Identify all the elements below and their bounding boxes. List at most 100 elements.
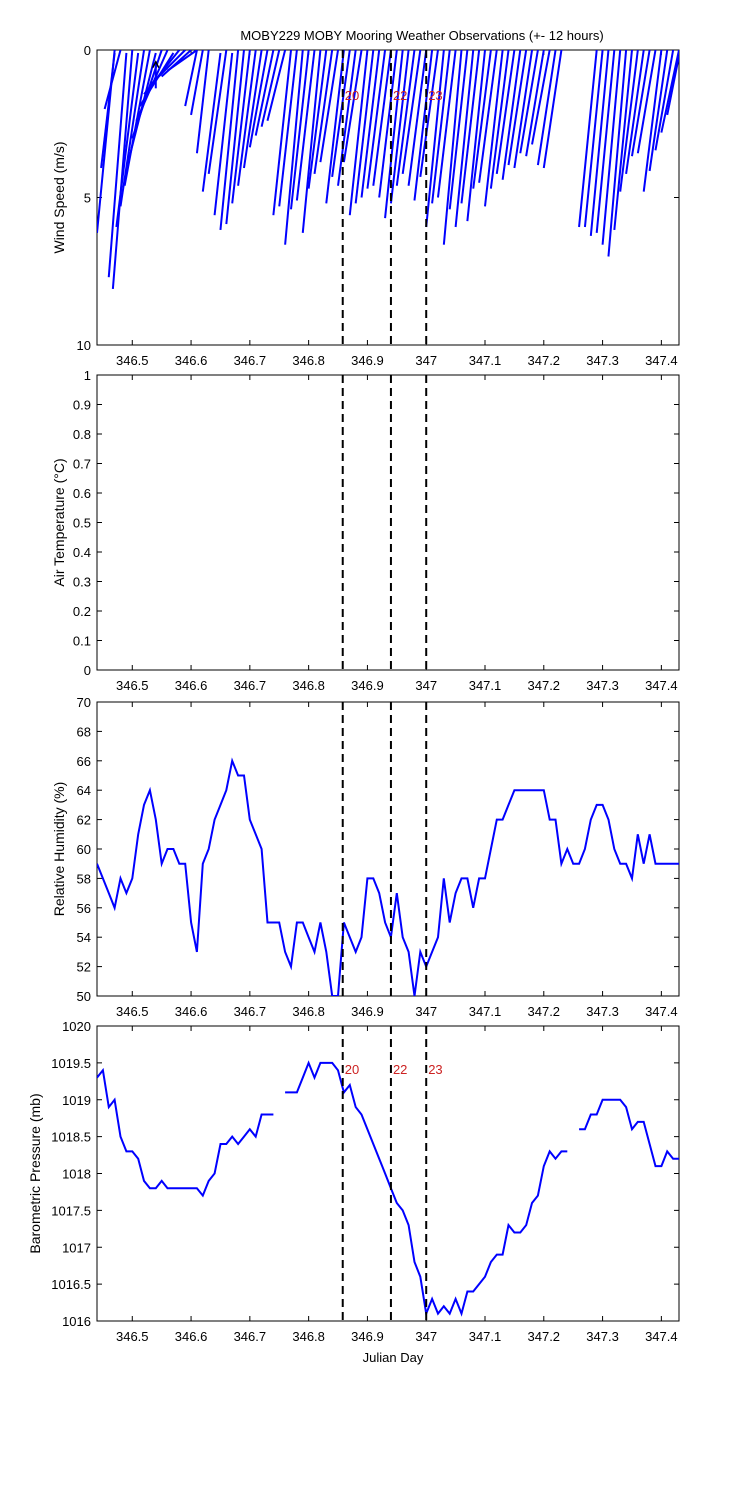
y-tick-label: 1018.5 xyxy=(51,1130,91,1145)
wind-stick xyxy=(654,50,675,151)
x-tick-label: 347.1 xyxy=(469,1004,502,1019)
series-line xyxy=(285,1060,568,1318)
y-tick-label: 1016.5 xyxy=(51,1277,91,1292)
wind-stick xyxy=(225,50,245,225)
plot-area xyxy=(97,1060,679,1318)
wind-stick xyxy=(666,55,679,116)
wind-stick xyxy=(201,52,222,192)
wind-stick xyxy=(219,50,240,231)
x-tick-label: 346.8 xyxy=(292,1329,325,1344)
wind-stick xyxy=(648,50,669,172)
x-tick-label: 346.6 xyxy=(175,1329,208,1344)
y-tick-label: 1 xyxy=(84,368,91,383)
wind-stick xyxy=(619,50,639,192)
x-tick-label: 346.5 xyxy=(116,1004,149,1019)
wind-stick xyxy=(360,50,381,198)
wind-stick xyxy=(278,50,298,207)
wind-stick xyxy=(442,50,463,245)
y-tick-label: 10 xyxy=(77,338,91,353)
wind-stick xyxy=(107,52,128,278)
y-axis-label: Wind Speed (m/s) xyxy=(51,141,67,253)
x-tick-label: 346.5 xyxy=(116,353,149,368)
wind-stick xyxy=(313,50,334,175)
x-tick-label: 346.7 xyxy=(234,1004,267,1019)
y-tick-label: 1018 xyxy=(62,1167,91,1182)
wind-stick xyxy=(401,50,422,175)
series-line xyxy=(579,1098,679,1168)
y-tick-label: 1019.5 xyxy=(51,1056,91,1071)
wind-stick xyxy=(536,50,557,166)
x-tick-label: 346.6 xyxy=(175,353,208,368)
y-tick-label: 1017.5 xyxy=(51,1203,91,1218)
series-line xyxy=(97,757,679,996)
y-tick-label: 70 xyxy=(77,695,91,710)
x-tick-label: 346.6 xyxy=(175,678,208,693)
y-tick-label: 0.4 xyxy=(73,545,91,560)
y-tick-label: 0.1 xyxy=(73,634,91,649)
y-tick-label: 0.6 xyxy=(73,486,91,501)
x-tick-label: 347 xyxy=(415,1004,437,1019)
x-tick-label: 346.9 xyxy=(351,353,384,368)
x-tick-label: 346.9 xyxy=(351,678,384,693)
x-tick-label: 347.2 xyxy=(528,353,561,368)
y-tick-label: 1016 xyxy=(62,1314,91,1329)
y-tick-label: 54 xyxy=(77,930,91,945)
wind-stick xyxy=(472,50,492,189)
y-tick-label: 50 xyxy=(77,989,91,1004)
x-tick-label: 347.1 xyxy=(469,1329,502,1344)
wind-stick xyxy=(378,50,398,198)
y-axis-label: Relative Humidity (%) xyxy=(51,782,67,917)
wind-stick xyxy=(231,50,251,204)
wind-stick xyxy=(143,50,181,95)
x-tick-label: 346.6 xyxy=(175,1004,208,1019)
chart-panels: 346.5 346.6 346.7 346.8 346.9 347 347.1 347.2 34… xyxy=(27,43,680,1344)
wind-stick xyxy=(272,50,292,216)
wind-stick xyxy=(284,50,304,245)
wind-stick xyxy=(431,50,451,204)
y-axis-label: Barometric Pressure (mb) xyxy=(27,1093,43,1253)
wind-stick xyxy=(248,50,269,148)
wind-stick xyxy=(436,50,457,198)
wind-stick xyxy=(454,50,475,228)
wind-stick xyxy=(519,50,539,154)
x-tick-label: 347.4 xyxy=(645,353,678,368)
panel-airtemp: 346.5 346.6 346.7 346.8 346.9 347 347.1 347.2 34… xyxy=(51,368,680,693)
wind-stick xyxy=(301,50,322,233)
axes-box xyxy=(96,374,680,671)
wind-stick xyxy=(184,50,198,107)
wind-stick xyxy=(448,50,469,210)
wind-stick xyxy=(484,50,504,207)
x-tick-label: 347.2 xyxy=(528,678,561,693)
wind-stick xyxy=(425,50,445,228)
wind-stick xyxy=(319,50,340,163)
wind-stick xyxy=(625,50,645,175)
wind-stick xyxy=(513,50,534,169)
axes-box xyxy=(96,1025,680,1322)
wind-stick xyxy=(242,50,263,169)
x-tick-label: 346.7 xyxy=(234,678,267,693)
wind-reference-arrow xyxy=(152,60,160,69)
y-tick-label: 0.8 xyxy=(73,427,91,442)
y-tick-label: 1017 xyxy=(62,1240,91,1255)
wind-stick xyxy=(601,50,622,245)
y-tick-label: 0.5 xyxy=(73,516,91,531)
axes-box xyxy=(96,701,680,997)
wind-stick xyxy=(630,50,651,157)
wind-stick xyxy=(115,52,140,228)
wind-stick xyxy=(525,50,545,157)
wind-stick xyxy=(389,50,410,204)
y-tick-label: 0 xyxy=(84,43,91,58)
y-tick-label: 0.2 xyxy=(73,604,91,619)
y-axis-label: Air Temperature (°C) xyxy=(51,458,67,586)
wind-stick xyxy=(636,50,657,154)
y-tick-label: 1020 xyxy=(62,1019,91,1034)
wind-stick xyxy=(607,50,628,257)
wind-stick xyxy=(103,50,122,110)
wind-stick xyxy=(111,50,134,290)
event-marker-label: 22 xyxy=(393,1062,407,1077)
wind-stick xyxy=(642,50,663,192)
event-marker-label: 20 xyxy=(345,88,359,103)
wind-stick xyxy=(501,50,522,180)
event-marker-label: 20 xyxy=(345,1062,359,1077)
panel-rh: 346.5 346.6 346.7 346.8 346.9 347 347.1 347.2 34… xyxy=(51,695,680,1019)
